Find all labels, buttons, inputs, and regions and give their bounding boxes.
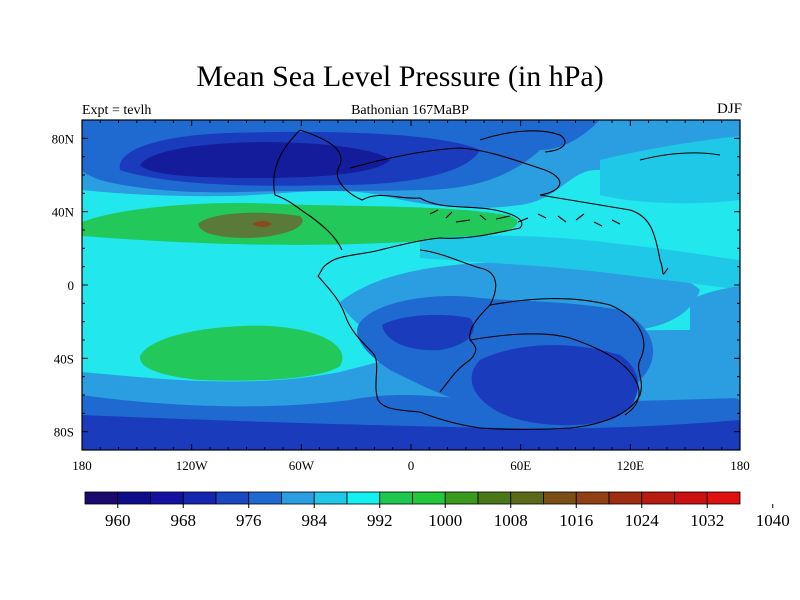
- coastline-gondwana-east: [419, 298, 645, 431]
- experiment-label: Expt = tevlh: [82, 103, 152, 118]
- x-tick-label: 180: [72, 458, 92, 473]
- north-high-peak: [252, 221, 272, 227]
- coastline-north: [299, 129, 523, 277]
- colorbar-label: 984: [302, 511, 328, 530]
- colorbar-swatch: [281, 491, 315, 505]
- gondwana-low-inner: [471, 345, 639, 426]
- colorbar-swatch: [575, 491, 610, 505]
- axis-ticks: [81, 119, 741, 451]
- colorbar-swatch: [477, 491, 512, 505]
- colorbar-label: 1008: [494, 511, 528, 530]
- x-tick-label: 120W: [176, 458, 209, 473]
- tethys-cyan: [420, 235, 740, 290]
- colorbar-swatch: [313, 491, 348, 505]
- x-tick-label: 60W: [289, 458, 315, 473]
- colorbar-swatch: [117, 491, 151, 505]
- east-south-band: [690, 286, 740, 400]
- coastline-gondwana-west: [317, 275, 421, 413]
- x-tick-label: 120E: [617, 458, 645, 473]
- y-tick-label: 80N: [52, 131, 75, 146]
- colorbar-swatch: [510, 491, 544, 505]
- colorbar-label: 1032: [690, 511, 724, 530]
- colorbar-swatch: [444, 491, 479, 505]
- north-high-core: [198, 212, 303, 238]
- x-tick-label: 60E: [510, 458, 531, 473]
- y-tick-label: 0: [68, 278, 75, 293]
- x-tick-label: 180: [730, 458, 750, 473]
- colorbar-label: 976: [236, 511, 262, 530]
- colorbar-swatch: [412, 491, 446, 505]
- south-subtropical-high: [139, 325, 343, 381]
- colorbar-label: 992: [367, 511, 393, 530]
- coastline-arctic: [349, 147, 561, 196]
- axis-labels: 180 120W 60W 0 60E 120E 180 80N 40N 0 40S 80S: [52, 131, 750, 473]
- y-tick-label: 80S: [54, 425, 74, 440]
- colorbar-label: 1040: [756, 511, 790, 530]
- colorbar-swatch: [379, 491, 413, 505]
- coastline-tethys-south: [419, 249, 497, 393]
- islands-tethys: [429, 209, 621, 227]
- colorbar-swatch: [543, 491, 577, 505]
- coastline-far-north: [479, 130, 566, 153]
- north-low-core: [140, 142, 390, 178]
- colorbar-swatch: [608, 491, 643, 505]
- colorbar-swatch: [215, 491, 250, 505]
- colorbar-label: 960: [105, 511, 131, 530]
- coastlines: [273, 129, 721, 431]
- colorbar-label: 1016: [559, 511, 593, 530]
- south-low-inner: [82, 415, 740, 450]
- y-tick-label: 40N: [52, 205, 75, 220]
- colorbar-swatch: [674, 491, 708, 505]
- coastline-northwest: [273, 129, 343, 251]
- colorbar-label: 1024: [625, 511, 660, 530]
- pressure-field: [82, 120, 740, 450]
- colorbar-swatch: [150, 491, 184, 505]
- y-tick-label: 40S: [54, 351, 74, 366]
- coastline-northeast: [639, 152, 721, 161]
- coastline-antarctica: [469, 333, 640, 416]
- pangea-low-inner: [382, 314, 474, 351]
- coastline-east: [539, 194, 669, 275]
- colorbar-swatch: [248, 491, 282, 505]
- colorbar-label: 968: [171, 511, 197, 530]
- period-label: Bathonian 167MaBP: [351, 103, 469, 118]
- colorbar-swatch: [182, 491, 217, 505]
- colorbar-swatch: [346, 491, 381, 505]
- colorbar-swatch: [641, 491, 675, 505]
- season-label: DJF: [716, 101, 742, 117]
- x-tick-label: 0: [408, 458, 415, 473]
- map-title: Mean Sea Level Pressure (in hPa): [196, 60, 604, 93]
- colorbar-label: 1000: [428, 511, 462, 530]
- colorbar: 960 968 976 984 992 1000 1008 1016 1024 1032 1040: [84, 491, 790, 530]
- colorbar-swatch: [84, 491, 119, 505]
- colorbar-swatch: [706, 491, 741, 505]
